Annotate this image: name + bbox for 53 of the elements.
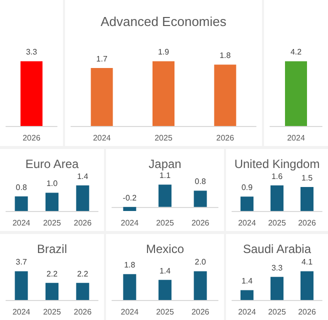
chart-title: Mexico <box>146 242 184 256</box>
data-label: 4.1 <box>301 258 314 267</box>
x-tick-label: 2025 <box>156 308 174 316</box>
data-label: 1.6 <box>271 172 284 181</box>
data-label: 2.2 <box>46 269 58 278</box>
chart-title: United Kingdom <box>234 157 320 171</box>
data-label: 1.7 <box>96 54 108 64</box>
data-label: 4.2 <box>290 48 302 57</box>
data-label: 1.4 <box>77 172 89 181</box>
x-tick-label: 2024 <box>238 218 256 228</box>
x-tick-label: 2025 <box>43 218 62 228</box>
data-label: 1.4 <box>159 266 172 276</box>
x-tick-label: 2025 <box>43 308 62 316</box>
x-tick-label: 2026 <box>74 218 92 228</box>
x-tick-label: 2024 <box>287 134 306 142</box>
data-label: 1.4 <box>241 276 254 286</box>
x-tick-label: 2024 <box>120 308 140 316</box>
chart-title: Brazil <box>36 242 68 256</box>
data-label: 1.0 <box>46 179 58 188</box>
data-label: 1.5 <box>301 174 314 182</box>
x-tick-label: 2025 <box>154 134 173 142</box>
chart-title: Advanced Economies <box>100 14 227 29</box>
data-label: 0.8 <box>16 182 28 192</box>
data-label: 3.3 <box>271 263 284 272</box>
data-label: 3.7 <box>16 258 28 267</box>
chart-title: Saudi Arabia <box>242 242 312 256</box>
data-label: 3.3 <box>26 48 38 57</box>
x-tick-label: 2024 <box>238 308 256 316</box>
data-label: 1.9 <box>158 48 170 57</box>
data-label: 0.9 <box>241 183 254 192</box>
x-tick-label: 2025 <box>268 308 286 316</box>
chart-title: Euro Area <box>25 157 80 171</box>
x-tick-label: 2026 <box>74 308 92 316</box>
x-tick-label: 2026 <box>191 308 210 316</box>
data-label: 0.8 <box>194 177 206 186</box>
data-label: -0.2 <box>122 193 138 202</box>
x-tick-label: 2025 <box>156 218 174 228</box>
data-label: 1.8 <box>220 51 232 60</box>
x-tick-label: 2024 <box>12 308 31 316</box>
x-tick-label: 2024 <box>120 218 140 228</box>
x-tick-label: 2025 <box>268 218 286 228</box>
data-label: 2.0 <box>194 258 206 267</box>
data-label: 1.1 <box>159 171 172 180</box>
x-tick-label: 2026 <box>216 134 235 142</box>
x-tick-label: 2026 <box>191 218 210 228</box>
x-tick-label: 2024 <box>12 218 31 228</box>
data-label: 2.2 <box>77 269 89 278</box>
data-label: 1.8 <box>124 260 136 270</box>
chart-title: Japan <box>148 157 182 171</box>
x-tick-label: 2026 <box>298 218 316 228</box>
x-tick-label: 2026 <box>298 308 316 316</box>
x-tick-label: 2026 <box>22 134 41 142</box>
x-tick-label: 2024 <box>92 134 112 142</box>
